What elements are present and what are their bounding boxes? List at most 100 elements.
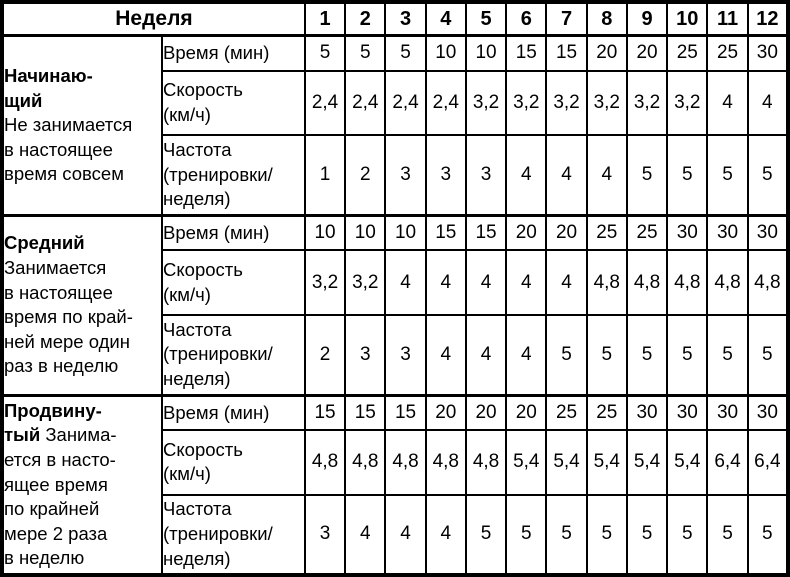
row-label-line: неделя): [163, 367, 231, 389]
value-cell-week-12: 30: [746, 33, 790, 72]
value-cell-week-1: 5: [303, 33, 347, 72]
value-cell-week-6: 20: [505, 213, 548, 252]
row-label-line: (км/ч): [163, 463, 211, 485]
category-line: щий: [4, 89, 160, 114]
value-cell-week-6: 4: [505, 133, 548, 217]
week-number-cell: 1: [303, 1, 347, 37]
week-number-cell: 2: [344, 1, 387, 37]
value-cell-week-2: 15: [344, 393, 387, 432]
value-cell-week-7: 4: [545, 249, 588, 316]
value-cell-week-9: 25: [625, 213, 669, 252]
category-text: Начинаю-: [4, 64, 93, 86]
value-cell-week-2: 5: [344, 33, 387, 72]
intermediate-time-row: Средний Занимается в настоящее время по кра…: [1, 213, 790, 397]
value-cell-week-11: 5: [706, 313, 749, 397]
value-cell-week-5: 3: [464, 133, 508, 217]
value-cell-week-11: 25: [706, 33, 749, 72]
category-text: ящее время: [4, 473, 108, 495]
week-number-cell: 7: [545, 1, 588, 37]
value-cell-week-11: 30: [706, 393, 749, 432]
value-cell-week-9: 5: [625, 133, 669, 217]
value-cell-week-7: 15: [545, 33, 588, 72]
value-cell-week-1: 3,2: [303, 249, 347, 316]
value-cell-week-3: 15: [384, 393, 427, 432]
value-cell-week-1: 4,8: [303, 429, 347, 496]
value-cell-week-7: 4: [545, 133, 588, 217]
value-cell-week-5: 10: [464, 33, 508, 72]
value-cell-week-4: 4: [424, 493, 467, 577]
value-cell-week-9: 4,8: [625, 249, 669, 316]
category-cell-intermediate: Средний Занимается в настоящее время по кра…: [1, 213, 163, 397]
value-cell-week-2: 3: [344, 313, 387, 397]
row-label-line: Частота: [163, 138, 232, 160]
category-text: Не занимается: [4, 114, 133, 136]
beginner-time-row: Начинаю-щий Не занимается в настоящее время…: [1, 33, 790, 217]
category-line: ящее время: [4, 473, 160, 498]
value-cell-week-3: 4: [384, 249, 427, 316]
value-cell-week-7: 5,4: [545, 429, 588, 496]
value-cell-week-11: 4: [706, 69, 749, 136]
week-number-cell: 8: [585, 1, 628, 37]
value-cell-week-10: 5: [666, 493, 709, 577]
value-cell-week-10: 5: [666, 313, 709, 397]
value-cell-week-7: 3,2: [545, 69, 588, 136]
category-line: в настоящее: [4, 281, 160, 306]
week-number-cell: 9: [625, 1, 669, 37]
value-cell-week-7: 5: [545, 493, 588, 577]
value-cell-week-5: 3,2: [464, 69, 508, 136]
intermediate-speed-row: Скорость (км/ч) 3,2 3,2 4 4 4 4 4 4,8 4,8 4,8 4,8 4,8: [2, 249, 790, 316]
value-cell-week-5: 4: [464, 313, 508, 397]
category-line: в настоящее: [4, 138, 160, 163]
category-line: Продвину-: [4, 399, 160, 424]
value-cell-week-9: 20: [625, 33, 669, 72]
category-text: тый: [4, 424, 46, 446]
category-line: Не занимается: [4, 113, 160, 138]
week-number-cell: 12: [746, 1, 790, 37]
category-line: время по край-: [4, 305, 160, 330]
value-cell-week-7: 5: [545, 313, 588, 397]
value-cell-week-8: 25: [585, 213, 628, 252]
value-cell-week-4: 4: [424, 313, 467, 397]
value-cell-week-2: 3,2: [344, 249, 387, 316]
row-label-line: Время (мин): [163, 401, 270, 423]
value-cell-week-2: 2,4: [344, 69, 387, 136]
value-cell-week-4: 2,4: [424, 69, 467, 136]
value-cell-week-3: 3: [384, 313, 427, 397]
value-cell-week-4: 3: [424, 133, 467, 217]
category-text: время по край-: [4, 306, 133, 328]
value-cell-week-6: 5: [505, 493, 548, 577]
week-number-cell: 6: [505, 1, 548, 37]
row-label-time: Время (мин): [161, 33, 306, 72]
value-cell-week-8: 4: [585, 133, 628, 217]
value-cell-week-5: 20: [464, 393, 508, 432]
category-text: Продвину-: [4, 399, 102, 421]
value-cell-week-10: 4,8: [666, 249, 709, 316]
row-label-line: (км/ч): [163, 283, 211, 305]
advanced-time-row: Продвину-тый Занима-ется в насто-ящее вр…: [1, 393, 790, 576]
category-cell-advanced: Продвину-тый Занима-ется в насто-ящее вр…: [1, 393, 163, 576]
row-label-line: Время (мин): [163, 42, 270, 64]
beginner-speed-row: Скорость (км/ч) 2,4 2,4 2,4 2,4 3,2 3,2 3,2 3,2 3,…: [2, 69, 790, 136]
category-line: в неделю: [4, 546, 160, 571]
category-line: раз в неделю: [4, 354, 160, 379]
value-cell-week-9: 5: [625, 493, 669, 577]
value-cell-week-11: 30: [706, 213, 749, 252]
value-cell-week-8: 20: [585, 33, 628, 72]
value-cell-week-1: 1: [303, 133, 347, 217]
category-line: ется в насто-: [4, 448, 160, 473]
row-label-line: (км/ч): [163, 103, 211, 125]
value-cell-week-4: 4: [424, 249, 467, 316]
category-text: мере 2 раза: [4, 522, 108, 544]
value-cell-week-8: 25: [585, 393, 628, 432]
value-cell-week-2: 2: [344, 133, 387, 217]
row-label-line: Частота: [163, 498, 232, 520]
value-cell-week-11: 5: [706, 133, 749, 217]
value-cell-week-4: 15: [424, 213, 467, 252]
category-text: Средний: [4, 232, 85, 254]
week-number-cell: 10: [666, 1, 709, 37]
category-cell-beginner: Начинаю-щий Не занимается в настоящее время…: [1, 34, 163, 217]
value-cell-week-1: 3: [303, 493, 347, 577]
value-cell-week-11: 5: [706, 493, 749, 577]
